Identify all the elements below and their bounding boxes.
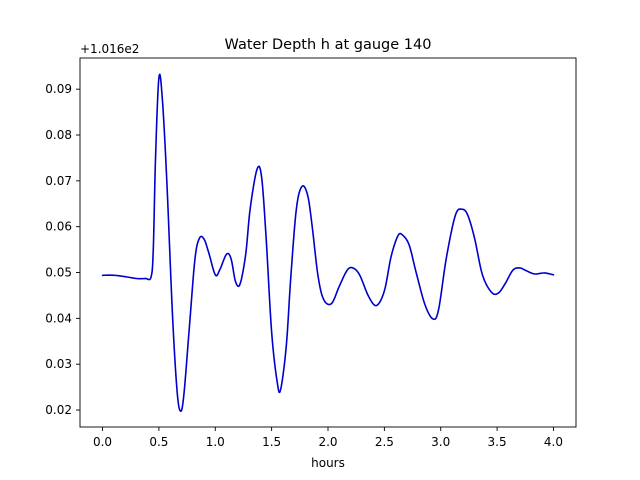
y-tick-label: 0.03 (45, 357, 72, 371)
x-tick-label: 2.0 (318, 435, 337, 449)
chart-title: Water Depth h at gauge 140 (225, 37, 432, 53)
plot-frame (79, 57, 577, 428)
y-tick-label: 0.04 (45, 311, 72, 325)
series-line (101, 73, 555, 413)
x-tick-label: 1.5 (262, 435, 281, 449)
ticks-layer: 0.0 0.5 1.0 1.5 2.0 2.5 3.0 3.5 4.0 0.02 0.03 0.04 0… (45, 82, 563, 449)
y-tick-label: 0.07 (45, 174, 72, 188)
x-tick-label: 3.5 (488, 435, 507, 449)
y-tick-label: 0.08 (45, 128, 72, 142)
y-tick-label: 0.05 (45, 266, 72, 280)
x-tick-label: 2.5 (375, 435, 394, 449)
y-tick-label: 0.06 (45, 220, 72, 234)
x-axis-label: hours (311, 456, 345, 470)
y-axis-offset-label: +1.016e2 (80, 42, 139, 56)
x-tick-label: 4.0 (544, 435, 563, 449)
y-tick-label: 0.02 (45, 403, 72, 417)
x-tick-label: 0.0 (93, 435, 112, 449)
y-tick-label: 0.09 (45, 82, 72, 96)
x-tick-label: 1.0 (206, 435, 225, 449)
x-tick-label: 0.5 (149, 435, 168, 449)
x-tick-label: 3.0 (431, 435, 450, 449)
